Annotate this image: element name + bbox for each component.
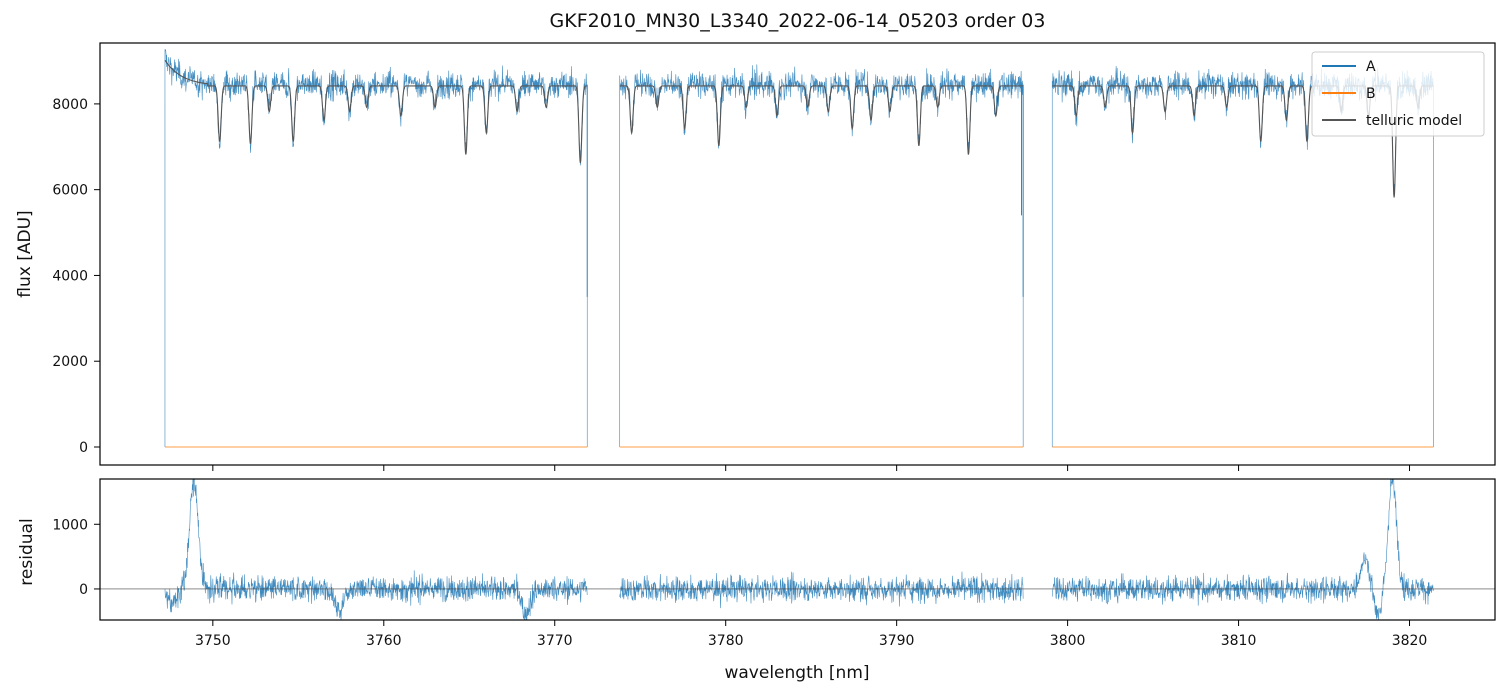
residual-x-tick-label-3810: 3810: [1221, 633, 1257, 649]
residual-x-axis-label: wavelength [nm]: [724, 663, 869, 683]
flux-y-tick-label-6000: 6000: [52, 183, 88, 199]
residual-segment-2: [619, 571, 1024, 609]
flux-y-tick-label-2000: 2000: [52, 354, 88, 370]
legend-label-b: B: [1366, 86, 1376, 102]
residual-panel: 3750 3760 3770 3780 3790 3800 3810 3820 0 1000 re…: [17, 478, 1496, 683]
telluric-model-segment-1: [164, 59, 588, 164]
legend-box: [1311, 51, 1485, 137]
residual-y-axis-label: residual: [17, 518, 37, 585]
residual-x-tick-label-3800: 3800: [1050, 633, 1086, 649]
residual-x-tick-label-3750: 3750: [195, 633, 231, 649]
residual-x-tick-label-3820: 3820: [1392, 633, 1428, 649]
telluric-model-segment-2: [619, 85, 1024, 155]
flux-y-axis-label: flux [ADU]: [15, 210, 35, 297]
flux-axes-frame: [99, 42, 1496, 466]
residual-x-tick-label-3780: 3780: [708, 633, 744, 649]
residual-y-tick-label-1000: 1000: [52, 517, 88, 533]
flux-y-tick-label-8000: 8000: [52, 97, 88, 113]
flux-y-tick-label-4000: 4000: [52, 268, 88, 284]
residual-x-tick-label-3790: 3790: [879, 633, 915, 649]
flux-plot-area: [164, 48, 1434, 448]
residual-segment-3: [1051, 479, 1434, 620]
residual-x-tick-label-3770: 3770: [537, 633, 573, 649]
flux-y-tick-label-0: 0: [79, 440, 88, 456]
chart-title: GKF2010_MN30_L3340_2022-06-14_05203 orde…: [549, 10, 1046, 32]
series-a-segment-1: [164, 48, 588, 447]
flux-axis-ticks: 0 2000 4000 6000 8000: [52, 97, 1411, 471]
residual-segment-1: [164, 479, 588, 620]
legend: A B telluric model: [1311, 51, 1485, 137]
legend-label-a: A: [1366, 59, 1376, 75]
legend-label-telluric-model: telluric model: [1366, 113, 1462, 129]
residual-axis-ticks: 3750 3760 3770 3780 3790 3800 3810 3820 0 1000: [52, 517, 1427, 649]
residual-x-tick-label-3760: 3760: [366, 633, 402, 649]
residual-y-tick-label-0: 0: [79, 582, 88, 598]
residual-plot-area: [100, 479, 1495, 620]
flux-panel: 0 2000 4000 6000 8000 flux [ADU] A B telluri…: [15, 42, 1496, 471]
residual-axes-frame: [99, 478, 1496, 621]
series-a-segment-2: [619, 64, 1024, 447]
